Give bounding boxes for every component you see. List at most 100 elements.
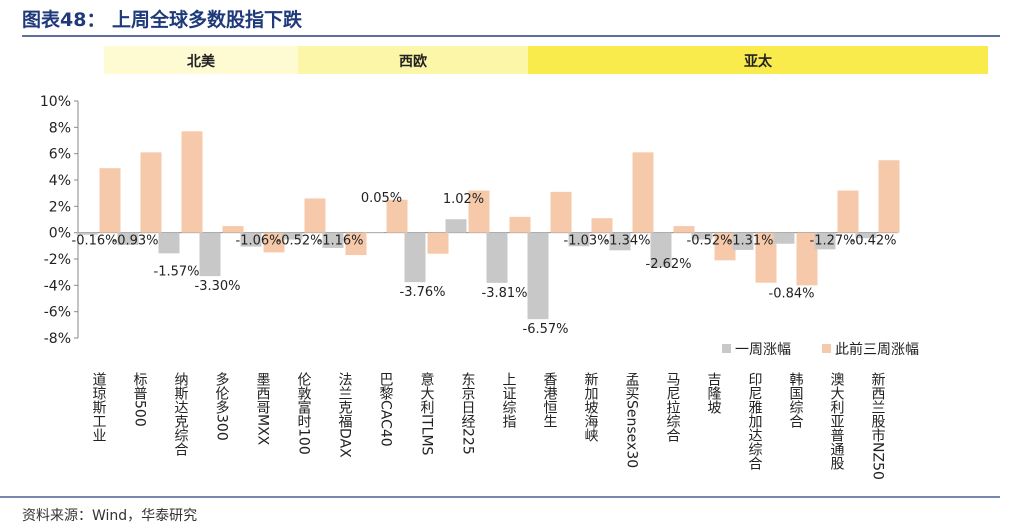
- bar-week: [445, 219, 467, 233]
- bar-week: [814, 232, 836, 250]
- bar-week: [691, 232, 713, 240]
- bar-week: [732, 232, 754, 250]
- region-label: 亚太: [744, 53, 773, 70]
- region-label: 北美: [187, 53, 216, 70]
- data-label: -0.16%: [72, 234, 118, 249]
- bar-week: [117, 232, 139, 245]
- bar-prior: [140, 152, 162, 233]
- bar-week: [773, 232, 795, 244]
- bar-prior: [509, 216, 531, 233]
- bar-week: [76, 232, 98, 235]
- category-label: 印尼雅加达综合: [747, 372, 763, 470]
- region-band: [104, 46, 298, 74]
- legend-label: 一周涨幅: [735, 342, 791, 358]
- data-label: -1.31%: [728, 234, 774, 249]
- legend-label: 此前三周涨幅: [835, 341, 919, 358]
- category-label: 道琼斯工业: [91, 372, 107, 442]
- bar-prior: [632, 152, 654, 233]
- legend-swatch: [822, 344, 831, 353]
- category-label: 吉隆坡: [706, 372, 722, 414]
- data-label: -0.42%: [851, 234, 897, 249]
- data-label: -0.52%: [687, 234, 733, 249]
- bar-week: [281, 232, 303, 240]
- category-label: 伦敦富时100: [296, 372, 312, 455]
- category-label: 墨西哥MXX: [255, 372, 271, 446]
- bar-prior: [878, 160, 900, 233]
- data-label: 1.02%: [443, 192, 484, 207]
- y-tick-label: 0%: [49, 226, 71, 242]
- bar-prior: [796, 232, 818, 286]
- category-label: 韩国综合: [788, 372, 804, 428]
- region-label: 西欧: [399, 53, 427, 70]
- y-tick-label: 8%: [49, 120, 71, 136]
- y-tick-label: -8%: [44, 331, 71, 347]
- data-label: -2.62%: [646, 257, 692, 272]
- category-label: 孟买Sensex30: [624, 372, 640, 468]
- category-label: 新西兰股市NZ50: [870, 372, 886, 480]
- category-label: 马尼拉综合: [665, 372, 681, 442]
- data-label: -1.34%: [605, 234, 651, 249]
- bar-prior: [345, 232, 367, 256]
- bar-week: [568, 232, 590, 247]
- bar-week: [240, 232, 262, 247]
- y-tick-label: 4%: [49, 173, 71, 189]
- y-tick-label: -2%: [44, 252, 71, 268]
- category-label: 意大利ITLMS: [419, 371, 435, 455]
- bar-week: [322, 232, 344, 248]
- bar-prior: [714, 232, 736, 261]
- bar-week: [363, 232, 385, 233]
- category-label: 香港恒生: [542, 372, 558, 428]
- bar-prior: [386, 199, 408, 233]
- data-label: -0.93%: [113, 234, 159, 249]
- bar-prior: [673, 226, 695, 233]
- bar-prior: [427, 232, 449, 254]
- region-band: [528, 46, 988, 74]
- bar-week: [486, 232, 508, 283]
- data-label: -3.76%: [400, 285, 446, 300]
- data-label: -0.84%: [769, 286, 815, 301]
- bar-prior: [468, 190, 490, 233]
- data-label: -1.57%: [154, 264, 200, 279]
- bar-prior: [550, 191, 572, 233]
- bar-week: [158, 232, 180, 254]
- bar-prior: [304, 198, 326, 233]
- bar-prior: [591, 218, 613, 233]
- data-label: -3.30%: [195, 279, 241, 294]
- bar-prior: [755, 232, 777, 283]
- category-label: 新加坡海峡: [583, 372, 599, 442]
- data-label: -1.16%: [318, 234, 364, 249]
- data-label: -3.81%: [482, 286, 528, 301]
- y-tick-label: -4%: [44, 278, 71, 294]
- data-label: -6.57%: [523, 322, 569, 337]
- y-tick-label: 2%: [49, 199, 71, 215]
- data-label: -1.06%: [236, 234, 282, 249]
- category-label: 东京日经225: [460, 372, 476, 455]
- category-label: 多伦多300: [214, 371, 230, 440]
- category-label: 法兰克福DAX: [337, 372, 353, 458]
- bar-week: [404, 232, 426, 283]
- bar-prior: [181, 131, 203, 233]
- chart-title: 图表48： 上周全球多数股指下跌: [22, 8, 303, 31]
- bar-week: [650, 232, 672, 268]
- data-label: -0.52%: [277, 234, 323, 249]
- y-tick-label: 6%: [49, 147, 71, 163]
- bar-week: [609, 232, 631, 251]
- bar-week: [527, 232, 549, 320]
- category-label: 澳大利亚普通股: [829, 372, 845, 471]
- bar-prior: [263, 232, 285, 253]
- data-label: -1.03%: [564, 234, 610, 249]
- category-label: 标普500: [132, 372, 148, 427]
- bar-prior: [837, 190, 859, 233]
- category-label: 巴黎CAC40: [378, 372, 394, 447]
- category-label: 纳斯达克综合: [173, 372, 189, 456]
- data-label: -1.27%: [810, 234, 856, 249]
- bar-prior: [222, 226, 244, 233]
- bar-week: [855, 232, 877, 239]
- category-label: 上证综指: [501, 372, 517, 428]
- legend-swatch: [722, 344, 731, 353]
- bar-prior: [99, 168, 121, 233]
- y-tick-label: 10%: [40, 94, 71, 110]
- data-label: 0.05%: [361, 191, 402, 206]
- bar-week: [199, 232, 221, 277]
